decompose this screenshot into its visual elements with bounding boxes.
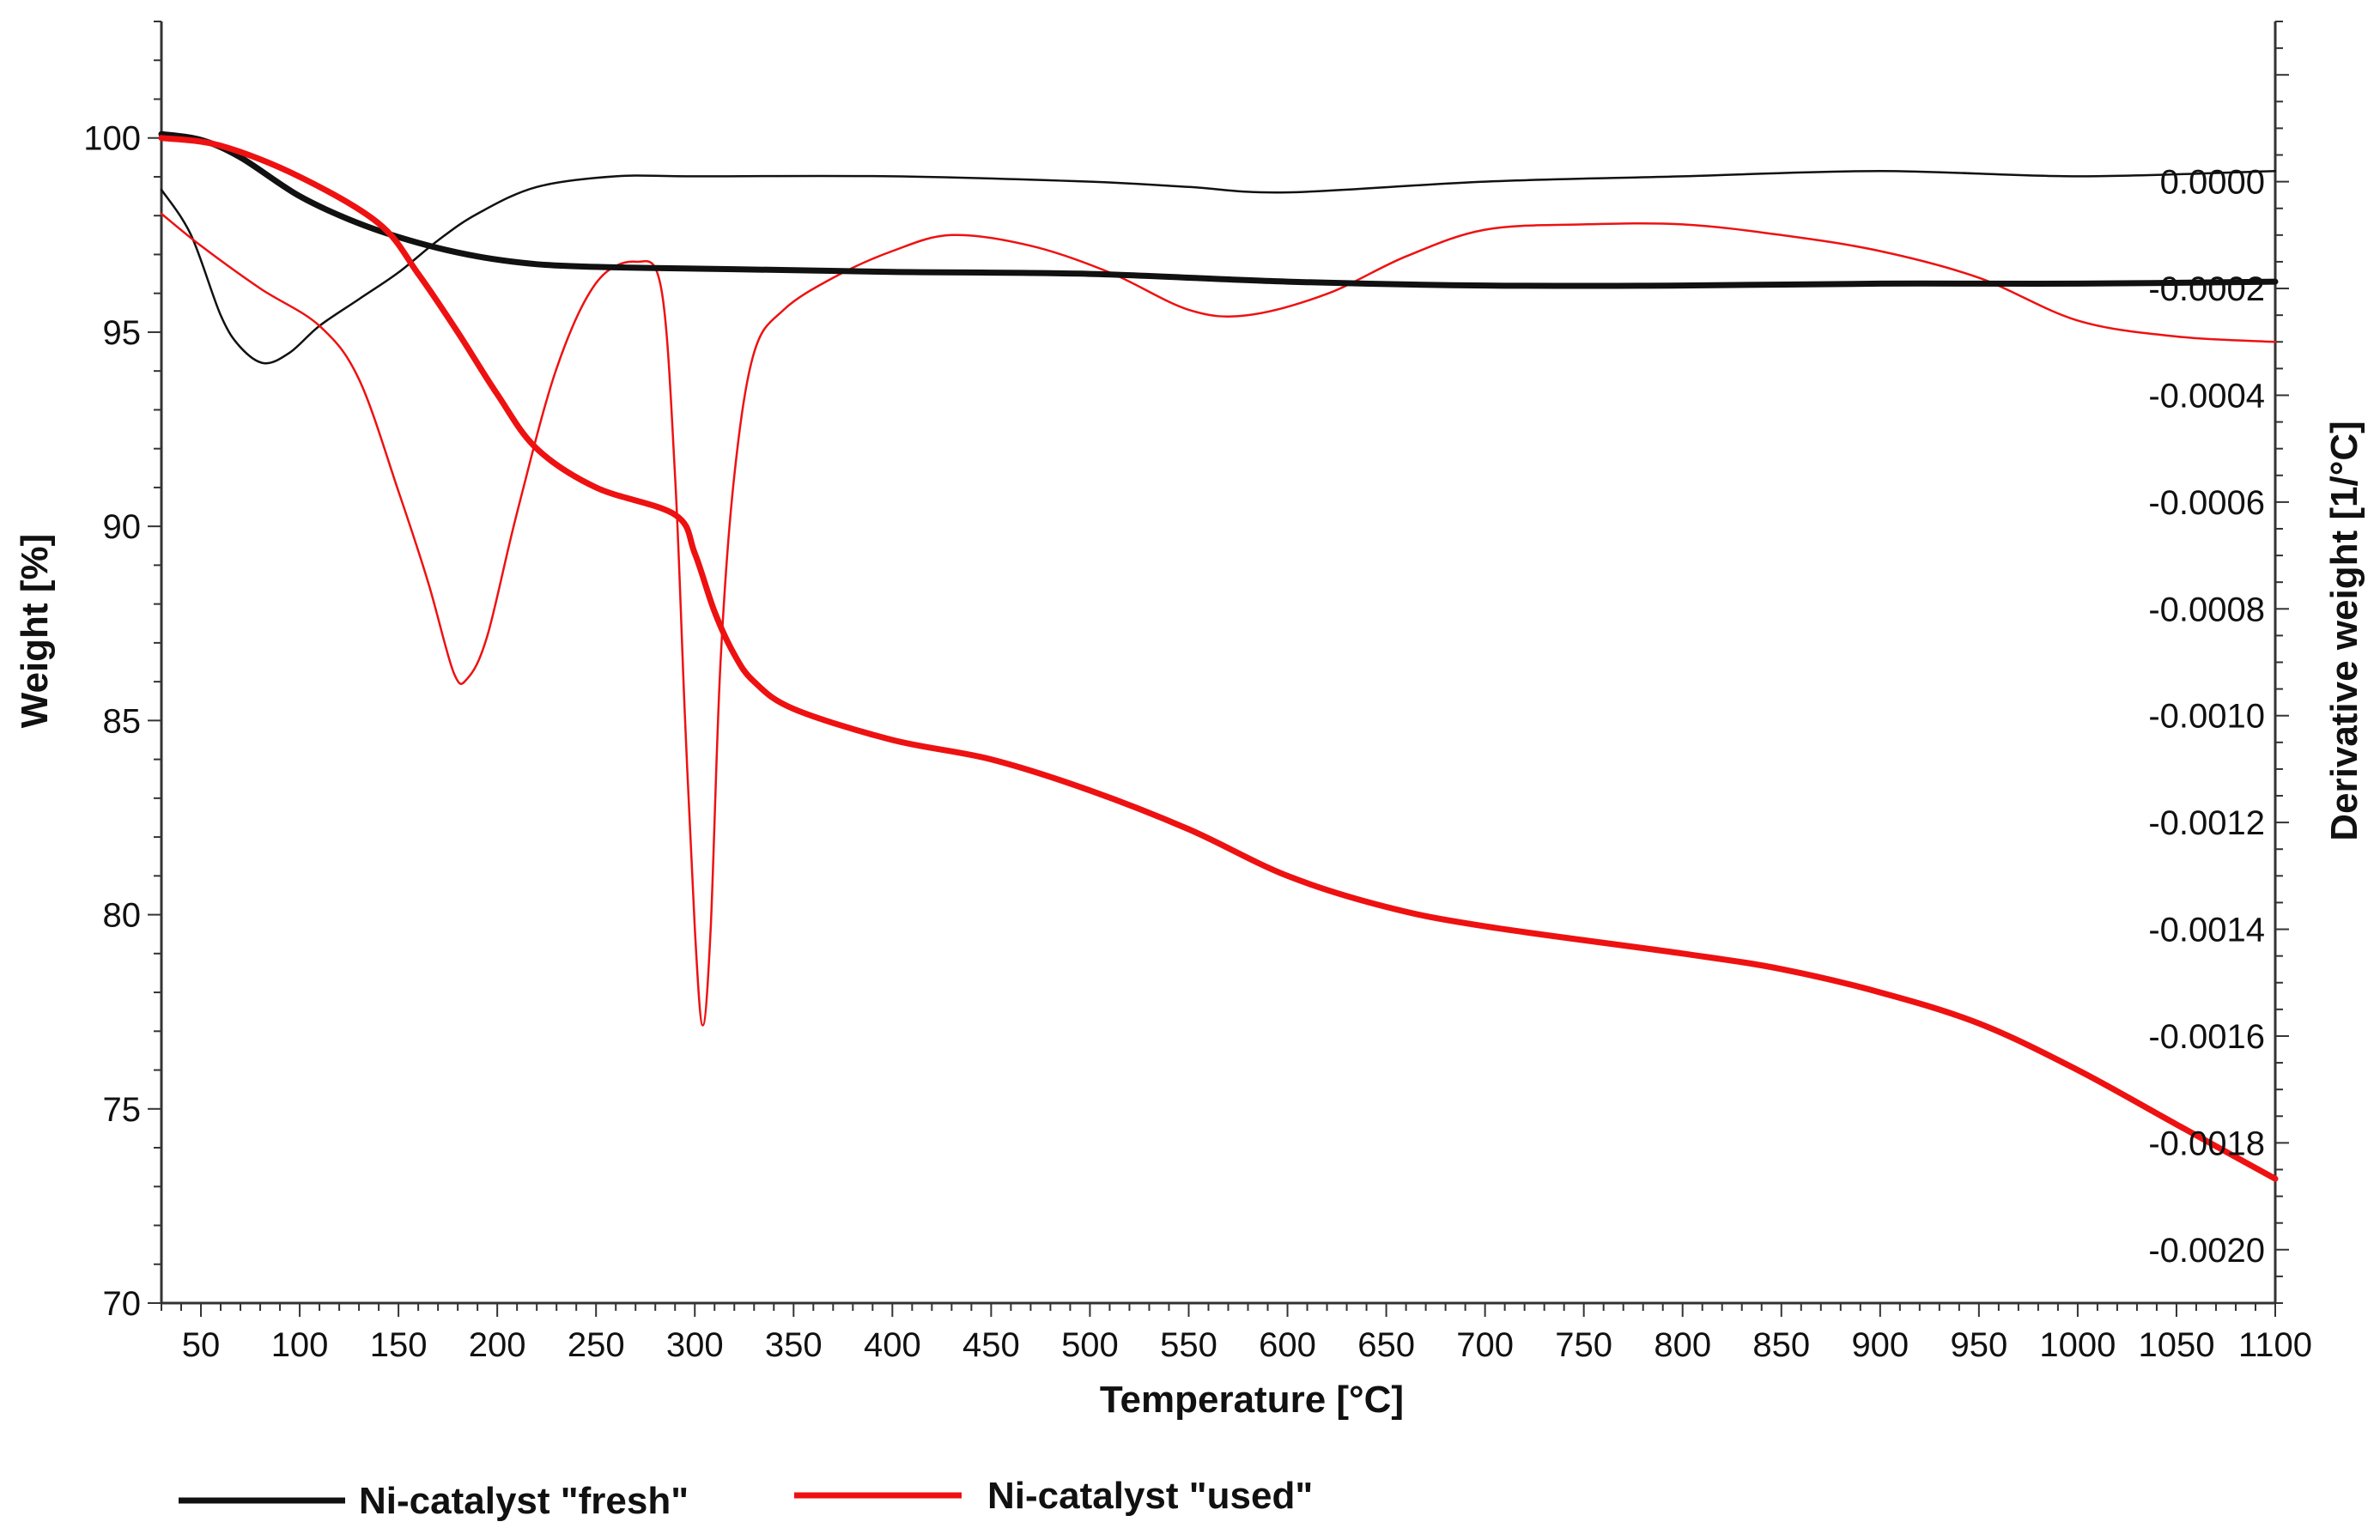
x-tick-label: 400 [864, 1326, 921, 1364]
legend: Ni-catalyst "fresh" Ni-catalyst "used" [179, 1475, 1313, 1522]
x-tick-label: 700 [1456, 1326, 1514, 1364]
x-tick-label: 650 [1357, 1326, 1415, 1364]
y-left-tick-label: 85 [103, 702, 142, 740]
x-axis-title: Temperature [°C] [1100, 1379, 1404, 1421]
axes [148, 21, 2289, 1317]
legend-label-used: Ni-catalyst "used" [987, 1475, 1313, 1517]
x-tick-label: 1100 [2238, 1326, 2312, 1364]
x-tick-label: 500 [1061, 1326, 1119, 1364]
y-right-tick-label: -0.0012 [2148, 804, 2265, 842]
x-tick-label: 750 [1555, 1326, 1612, 1364]
x-tick-label: 100 [271, 1326, 329, 1364]
y-right-tick-label: -0.0010 [2148, 698, 2265, 736]
tick-labels: 70 75 80 85 90 95 100 0.0000 -0.0002 -0.0004 -0.00… [83, 120, 2312, 1364]
y-right-tick-label: -0.0008 [2148, 591, 2265, 628]
y-right-tick-label: -0.0004 [2148, 377, 2265, 415]
y-axis-right-title: Derivative weight [1/°C] [2323, 421, 2365, 841]
x-tick-label: 150 [370, 1326, 428, 1364]
x-tick-label: 900 [1851, 1326, 1909, 1364]
legend-label-fresh: Ni-catalyst "fresh" [359, 1480, 689, 1522]
y-axis-left-title: Weight [%] [14, 534, 56, 729]
y-right-tick-label: -0.0014 [2148, 912, 2265, 949]
x-tick-label: 350 [765, 1326, 823, 1364]
x-tick-label: 250 [568, 1326, 625, 1364]
x-tick-label: 1050 [2138, 1326, 2214, 1364]
x-tick-label: 550 [1160, 1326, 1217, 1364]
x-tick-label: 450 [962, 1326, 1020, 1364]
y-right-tick-label: -0.0018 [2148, 1125, 2265, 1162]
y-right-tick-label: -0.0002 [2148, 270, 2265, 308]
derivative-line-used [160, 212, 2277, 1027]
y-right-tick-label: 0.0000 [2160, 164, 2265, 202]
y-left-tick-label: 95 [103, 314, 142, 352]
x-tick-label: 850 [1752, 1326, 1810, 1364]
y-right-tick-label: -0.0016 [2148, 1018, 2265, 1056]
x-tick-label: 200 [469, 1326, 526, 1364]
plot-area [158, 130, 2279, 1182]
y-right-tick-label: -0.0006 [2148, 484, 2265, 522]
weight-line-used [158, 135, 2279, 1182]
y-left-tick-label: 70 [103, 1285, 142, 1323]
y-left-tick-label: 90 [103, 508, 142, 546]
y-right-tick-label: -0.0020 [2148, 1232, 2265, 1270]
x-tick-label: 50 [182, 1326, 221, 1364]
weight-line-fresh [158, 130, 2279, 289]
derivative-line-fresh [160, 169, 2277, 365]
x-tick-label: 950 [1950, 1326, 2007, 1364]
x-tick-label: 1000 [2039, 1326, 2116, 1364]
x-tick-label: 300 [666, 1326, 724, 1364]
y-left-tick-label: 75 [103, 1091, 142, 1129]
x-tick-label: 800 [1654, 1326, 1711, 1364]
x-tick-label: 600 [1259, 1326, 1316, 1364]
y-left-tick-label: 100 [83, 120, 141, 158]
y-left-tick-label: 80 [103, 897, 142, 935]
